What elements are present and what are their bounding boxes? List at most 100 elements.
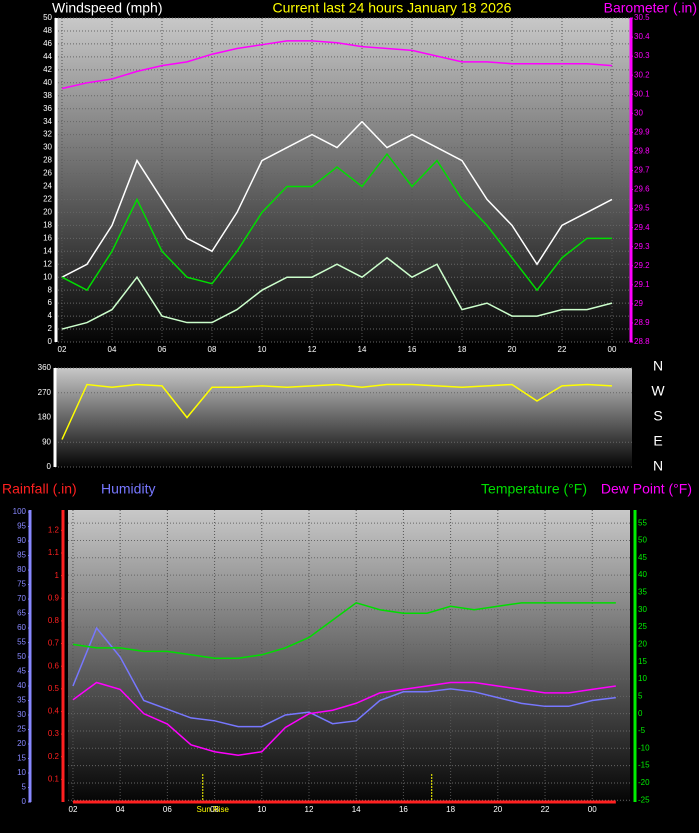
y-tick-label: 80 bbox=[17, 565, 26, 574]
y-tick-label: 20 bbox=[17, 739, 26, 748]
y-tick-label: 5 bbox=[22, 783, 27, 792]
y-tick-label: 50 bbox=[17, 652, 26, 661]
plot-area bbox=[68, 510, 630, 802]
chart-title: Current last 24 hours January 18 2026 bbox=[273, 0, 512, 16]
y-tick-label: 0 bbox=[48, 337, 53, 346]
y-tick-label: 55 bbox=[638, 518, 647, 527]
compass-label: N bbox=[653, 358, 663, 374]
y-tick-label: 0 bbox=[638, 709, 643, 718]
y-tick-label: 30.5 bbox=[634, 13, 650, 22]
y-tick-label: 90 bbox=[17, 536, 26, 545]
y-tick-label: 4 bbox=[48, 311, 53, 320]
y-tick-label: 18 bbox=[43, 220, 52, 229]
y-tick-label: 44 bbox=[43, 52, 52, 61]
y-tick-label: -20 bbox=[638, 778, 650, 787]
y-tick-label: 30 bbox=[634, 108, 643, 117]
y-tick-label: 30.2 bbox=[634, 70, 650, 79]
x-tick-label: 08 bbox=[208, 345, 217, 354]
y-tick-label: 0.1 bbox=[48, 774, 60, 783]
plot-area bbox=[55, 18, 630, 342]
y-tick-label: 38 bbox=[43, 91, 52, 100]
y-tick-label: 46 bbox=[43, 39, 52, 48]
y-tick-label: 29.7 bbox=[634, 166, 650, 175]
y-tick-label: 24 bbox=[43, 182, 52, 191]
y-tick-label: 28 bbox=[43, 156, 52, 165]
compass-label: W bbox=[651, 383, 665, 399]
y-tick-label: 35 bbox=[638, 588, 647, 597]
y-tick-label: -25 bbox=[638, 795, 650, 804]
y-tick-label: 55 bbox=[17, 638, 26, 647]
x-tick-label: 06 bbox=[158, 345, 167, 354]
y-tick-label: 0.4 bbox=[48, 707, 60, 716]
x-tick-label: 12 bbox=[308, 345, 317, 354]
y-tick-label: 70 bbox=[17, 594, 26, 603]
y-tick-label: -5 bbox=[638, 726, 646, 735]
y-tick-label: 0 bbox=[47, 462, 52, 471]
x-tick-label: 10 bbox=[258, 345, 267, 354]
y-tick-label: 28.8 bbox=[634, 337, 650, 346]
y-tick-label: 30 bbox=[17, 710, 26, 719]
y-tick-label: 270 bbox=[38, 388, 52, 397]
y2-axis-title: Barometer (.in) bbox=[604, 0, 697, 16]
y-tick-label: 0.3 bbox=[48, 729, 60, 738]
y-tick-label: 65 bbox=[17, 609, 26, 618]
y-tick-label: 29.6 bbox=[634, 185, 650, 194]
y-tick-label: 30 bbox=[43, 143, 52, 152]
legend-entry: Humidity bbox=[101, 481, 155, 497]
y-tick-label: 6 bbox=[48, 298, 53, 307]
annotation: Sun Rise bbox=[197, 805, 230, 814]
y-tick-label: 32 bbox=[43, 130, 52, 139]
y-tick-label: 40 bbox=[43, 78, 52, 87]
y-tick-label: 48 bbox=[43, 26, 52, 35]
y-tick-label: 29 bbox=[634, 299, 643, 308]
y-tick-label: 15 bbox=[638, 657, 647, 666]
y-tick-label: 25 bbox=[17, 725, 26, 734]
y-tick-label: 0 bbox=[22, 797, 27, 806]
y-tick-label: 45 bbox=[17, 667, 26, 676]
series-line bbox=[61, 256, 613, 330]
x-tick-label: 06 bbox=[163, 805, 172, 814]
y-tick-label: 360 bbox=[38, 363, 52, 372]
y-tick-label: 10 bbox=[43, 272, 52, 281]
x-tick-label: 02 bbox=[58, 345, 67, 354]
x-tick-label: 16 bbox=[399, 805, 408, 814]
series-line bbox=[61, 120, 613, 278]
series-line bbox=[72, 681, 616, 756]
y-tick-label: -10 bbox=[638, 743, 650, 752]
y-tick-label: 40 bbox=[638, 570, 647, 579]
y-tick-label: 36 bbox=[43, 104, 52, 113]
y-tick-label: 25 bbox=[638, 622, 647, 631]
y-tick-label: 29.1 bbox=[634, 280, 650, 289]
y-tick-label: 0.2 bbox=[48, 752, 60, 761]
y-tick-label: 0.9 bbox=[48, 593, 60, 602]
y-tick-label: 14 bbox=[43, 246, 52, 255]
y-tick-label: 16 bbox=[43, 233, 52, 242]
y-tick-label: 42 bbox=[43, 65, 52, 74]
y-tick-label: 1.2 bbox=[48, 525, 60, 534]
x-tick-label: 04 bbox=[108, 345, 117, 354]
x-tick-label: 12 bbox=[305, 805, 314, 814]
y-tick-label: 100 bbox=[13, 507, 27, 516]
x-tick-label: 18 bbox=[446, 805, 455, 814]
y-tick-label: 0.8 bbox=[48, 616, 60, 625]
y-tick-label: 30 bbox=[638, 605, 647, 614]
y-tick-label: 50 bbox=[43, 13, 52, 22]
y-tick-label: 15 bbox=[17, 754, 26, 763]
y-tick-label: 10 bbox=[17, 768, 26, 777]
legend-entry: Dew Point (°F) bbox=[601, 481, 692, 497]
y-tick-label: 29.4 bbox=[634, 223, 650, 232]
y-tick-label: 90 bbox=[42, 437, 51, 446]
y-tick-label: 26 bbox=[43, 169, 52, 178]
y-tick-label: 29.8 bbox=[634, 147, 650, 156]
x-tick-label: 22 bbox=[541, 805, 550, 814]
y-tick-label: 22 bbox=[43, 195, 52, 204]
y-tick-label: 180 bbox=[38, 413, 52, 422]
y-tick-label: 20 bbox=[638, 640, 647, 649]
x-tick-label: 00 bbox=[588, 805, 597, 814]
compass-label: S bbox=[653, 408, 662, 424]
y-tick-label: 30.1 bbox=[634, 89, 650, 98]
y-axis-title: Windspeed (mph) bbox=[52, 0, 163, 16]
series-line bbox=[61, 40, 613, 90]
x-tick-label: 18 bbox=[458, 345, 467, 354]
y-tick-label: 1 bbox=[55, 571, 60, 580]
